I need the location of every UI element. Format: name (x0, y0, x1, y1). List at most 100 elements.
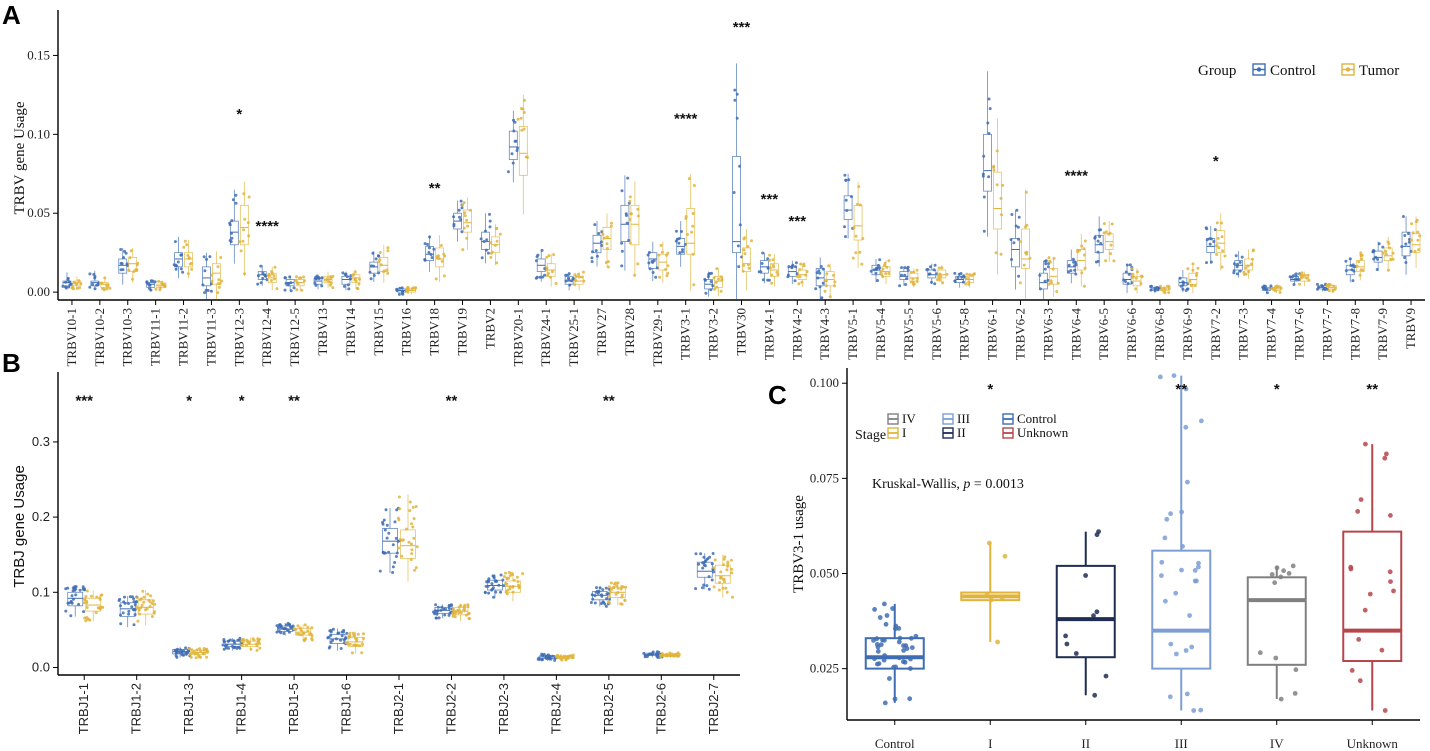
data-point (908, 656, 913, 662)
data-point (1134, 287, 1138, 291)
data-point (398, 538, 402, 542)
data-point (987, 175, 991, 179)
data-point (408, 500, 412, 504)
data-point (414, 566, 418, 570)
y-axis-title: TRBJ gene Usage (11, 465, 28, 588)
control-box (590, 221, 604, 267)
data-point (620, 264, 624, 268)
data-point (882, 601, 887, 607)
data-point (1194, 578, 1199, 584)
tumor-box (992, 118, 1005, 275)
data-point (502, 584, 506, 588)
data-point (915, 280, 919, 283)
data-point (704, 291, 708, 295)
data-point (345, 275, 349, 279)
data-point (519, 116, 523, 120)
data-point (1307, 278, 1311, 282)
data-point (577, 272, 580, 276)
data-point (459, 611, 463, 615)
data-point (259, 281, 263, 285)
data-point (1191, 268, 1195, 272)
data-point (882, 700, 888, 706)
data-point (945, 272, 949, 276)
data-point (377, 271, 381, 275)
data-point (999, 595, 1005, 601)
data-point (331, 286, 335, 290)
data-point (400, 554, 404, 558)
data-point (520, 107, 523, 110)
tumor-box (1186, 262, 1200, 294)
data-point (515, 149, 519, 152)
data-point (573, 283, 577, 287)
data-point (448, 611, 452, 615)
control-box (228, 189, 239, 264)
data-point (1182, 281, 1186, 285)
data-point (442, 607, 446, 611)
data-point (1384, 252, 1388, 256)
data-point (202, 255, 206, 259)
data-point (1209, 260, 1213, 264)
data-point (1181, 287, 1185, 291)
legend-label: Control (1017, 411, 1057, 426)
data-point (710, 562, 714, 566)
box-iqr (714, 275, 724, 288)
box-iv (1246, 563, 1307, 702)
data-point (716, 277, 720, 281)
control-box (589, 586, 612, 608)
data-point (658, 275, 662, 279)
data-point (912, 270, 916, 274)
x-tick-label: TRBV15 (371, 308, 386, 356)
tumor-box (182, 239, 194, 279)
significance-stars: *** (761, 191, 779, 208)
data-point (1163, 598, 1168, 604)
data-point (1355, 264, 1359, 268)
data-point (827, 264, 831, 268)
data-point (1220, 265, 1224, 269)
legend-title: Stage (855, 428, 886, 443)
data-point (1372, 257, 1376, 261)
data-point (802, 264, 806, 268)
data-point (681, 250, 684, 254)
data-point (1025, 250, 1029, 254)
x-tick-label: TRBJ1-3 (181, 683, 196, 734)
data-point (1186, 287, 1190, 291)
data-point (516, 580, 520, 584)
data-point (381, 550, 385, 554)
data-point (243, 217, 247, 221)
data-point (1410, 222, 1414, 226)
data-point (190, 267, 194, 271)
data-point (79, 282, 83, 286)
data-point (1193, 284, 1197, 288)
data-point (536, 657, 540, 661)
data-point (1168, 641, 1174, 647)
data-point (798, 275, 802, 279)
data-point (616, 591, 620, 594)
data-point (185, 243, 189, 247)
data-point (1379, 647, 1385, 653)
data-point (342, 630, 345, 634)
legend-label: IV (902, 411, 916, 426)
data-point (64, 280, 68, 284)
data-point (485, 238, 489, 242)
data-point (82, 610, 86, 614)
data-point (988, 597, 994, 603)
box-iqr (630, 204, 640, 246)
data-point (743, 236, 747, 240)
data-point (386, 271, 390, 275)
control-box (694, 552, 716, 591)
data-point (1159, 573, 1164, 578)
data-point (819, 265, 823, 268)
data-point (607, 600, 610, 604)
data-point (735, 92, 739, 96)
data-point (691, 252, 695, 256)
data-point (1179, 567, 1184, 573)
data-point (818, 285, 822, 289)
data-point (933, 282, 937, 286)
data-point (1038, 273, 1042, 277)
data-point (995, 639, 1000, 645)
data-point (180, 649, 184, 653)
data-point (654, 275, 658, 279)
data-point (82, 601, 86, 605)
data-point (391, 571, 395, 574)
data-point (605, 242, 609, 246)
